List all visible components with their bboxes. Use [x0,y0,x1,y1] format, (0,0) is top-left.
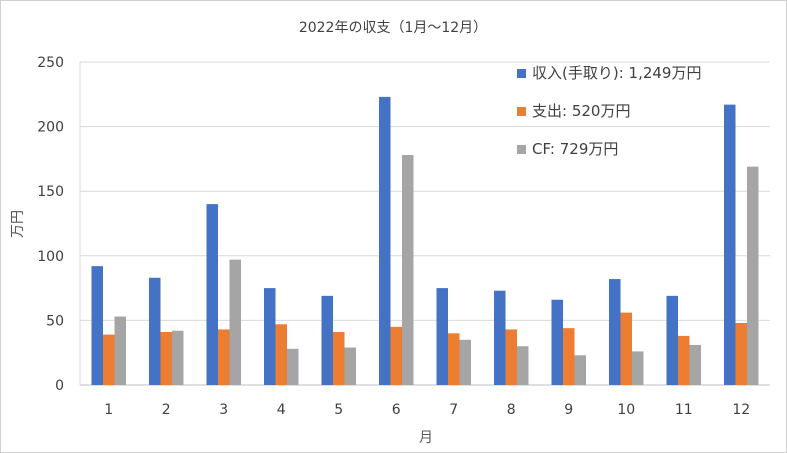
bar-1-8 [494,290,506,385]
bar-2-4 [275,324,287,385]
y-tick-label: 150 [37,184,64,200]
y-tick-label: 0 [55,378,64,394]
bar-1-4 [264,288,276,385]
bar-2-6 [390,326,402,385]
bars [91,96,759,386]
x-axis-ticks: 1 2 3 4 5 6 7 8 9 10 11 12 [104,402,750,418]
bar-1-11 [666,295,678,385]
x-tick-label: 7 [449,402,458,418]
bar-3-7 [459,339,471,385]
bar-2-1 [103,334,115,385]
bar-2-2 [160,332,172,385]
legend-swatch [517,145,526,154]
bar-3-10 [632,351,644,385]
y-axis-label: 万円 [10,210,26,238]
x-tick-label: 6 [392,402,401,418]
bar-3-8 [517,346,529,385]
bar-1-12 [724,104,736,386]
gridlines [79,61,770,386]
y-axis-ticks: 0 50 100 150 200 250 [37,55,64,394]
x-tick-label: 9 [564,402,573,418]
x-tick-label: 4 [277,402,286,418]
bar-3-5 [344,347,356,385]
legend-swatch [517,107,526,116]
x-tick-label: 10 [617,402,635,418]
bar-3-11 [689,344,701,385]
bar-1-6 [379,96,391,385]
x-tick-label: 1 [104,402,113,418]
bar-3-3 [229,259,241,385]
bar-2-5 [333,332,345,385]
legend-label: CF: 729万円 [532,140,618,158]
x-tick-label: 2 [162,402,171,418]
bar-2-7 [448,333,460,385]
y-tick-label: 100 [37,249,64,265]
legend-label: 支出: 520万円 [532,102,630,120]
bar-2-11 [678,335,690,385]
legend-label: 収入(手取り): 1,249万円 [532,64,701,82]
bar-1-5 [321,295,333,385]
x-tick-label: 11 [675,402,693,418]
bar-3-12 [747,166,759,385]
bar-2-3 [218,329,230,385]
bar-3-6 [402,155,414,385]
x-axis-label: 月 [419,430,433,446]
bar-1-3 [206,204,218,385]
bar-1-2 [149,277,161,385]
bar-1-7 [436,288,448,385]
bar-3-4 [287,348,299,385]
legend-swatch [517,69,526,78]
bar-1-10 [609,279,621,385]
x-tick-label: 8 [507,402,516,418]
y-tick-label: 50 [46,313,64,329]
x-tick-label: 5 [334,402,343,418]
chart-title: 2022年の収支（1月〜12月） [299,20,487,36]
bar-2-9 [563,328,575,385]
x-tick-label: 12 [732,402,750,418]
bar-2-10 [620,312,632,385]
x-tick-label: 3 [219,402,228,418]
bar-1-1 [91,266,103,385]
y-tick-label: 250 [37,55,64,71]
bar-2-8 [505,329,517,385]
bar-3-1 [114,316,126,385]
y-tick-label: 200 [37,120,64,136]
bar-3-2 [172,330,184,385]
bar-3-9 [574,355,586,385]
bar-1-9 [551,299,563,385]
bar-2-12 [735,322,747,385]
